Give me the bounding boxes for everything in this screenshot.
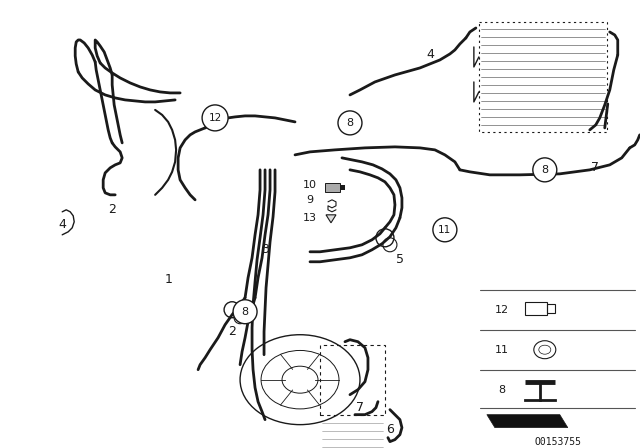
Text: 5: 5 [396, 253, 404, 266]
Text: 11: 11 [438, 225, 451, 235]
Text: 10: 10 [303, 180, 317, 190]
Text: 6: 6 [386, 423, 394, 436]
Text: 11: 11 [495, 345, 509, 355]
Text: 3: 3 [261, 243, 269, 256]
Text: 7: 7 [591, 161, 599, 174]
Bar [340, 185, 345, 190]
Text: O0153755: O0153755 [534, 437, 581, 447]
Circle shape [433, 218, 457, 242]
Text: 4: 4 [58, 218, 66, 231]
Text: 12: 12 [495, 305, 509, 315]
Text: 7: 7 [356, 401, 364, 414]
Bar [320, 345, 385, 415]
Text: 1: 1 [164, 273, 172, 286]
Text: 8: 8 [241, 307, 248, 317]
Circle shape [233, 300, 257, 324]
Polygon shape [326, 215, 336, 223]
Bar [325, 183, 340, 192]
Text: 8: 8 [346, 118, 353, 128]
Text: 4: 4 [426, 48, 434, 61]
Bar [547, 304, 555, 313]
Text: 8: 8 [499, 385, 506, 395]
Text: 13: 13 [303, 213, 317, 223]
Text: 2: 2 [228, 325, 236, 338]
Text: 12: 12 [209, 113, 221, 123]
Text: 8: 8 [541, 165, 548, 175]
Circle shape [338, 111, 362, 135]
Circle shape [533, 158, 557, 182]
Text: 9: 9 [307, 195, 314, 205]
Bar [525, 302, 547, 315]
Circle shape [202, 105, 228, 131]
Polygon shape [487, 415, 568, 428]
Text: 2: 2 [108, 203, 116, 216]
